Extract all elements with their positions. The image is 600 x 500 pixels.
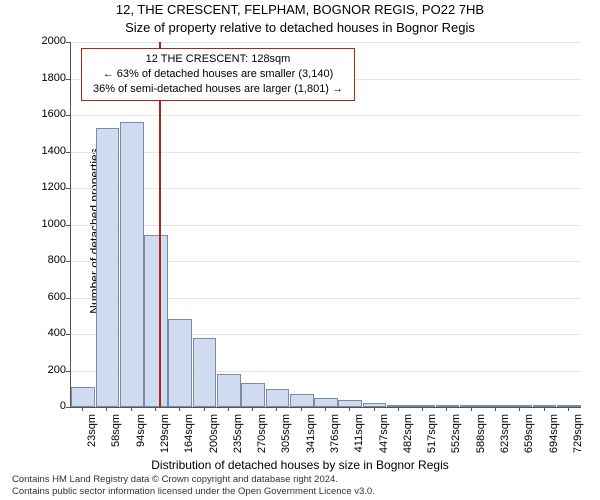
x-tick-mark <box>349 407 350 411</box>
x-tick-label: 235sqm <box>232 414 244 464</box>
bar <box>120 122 144 407</box>
x-tick-label: 200sqm <box>208 414 220 464</box>
bar <box>557 405 581 407</box>
x-tick-mark <box>374 407 375 411</box>
x-tick-mark <box>398 407 399 411</box>
x-tick-mark <box>82 407 83 411</box>
bar <box>96 128 120 407</box>
grid-line <box>71 115 581 116</box>
bar <box>71 387 95 407</box>
x-tick-mark <box>325 407 326 411</box>
x-tick-label: 94sqm <box>135 414 147 464</box>
y-tick-label: 1000 <box>38 218 66 230</box>
grid-line <box>71 225 581 226</box>
bar <box>266 389 290 407</box>
x-tick-mark <box>422 407 423 411</box>
y-tick-label: 200 <box>38 364 66 376</box>
y-tick-label: 400 <box>38 327 66 339</box>
x-tick-label: 659sqm <box>523 414 535 464</box>
footer-line2: Contains public sector information licen… <box>12 486 375 498</box>
x-tick-label: 482sqm <box>402 414 414 464</box>
x-tick-mark <box>519 407 520 411</box>
x-tick-label: 305sqm <box>280 414 292 464</box>
x-tick-label: 341sqm <box>305 414 317 464</box>
bar <box>314 398 338 407</box>
x-tick-mark <box>106 407 107 411</box>
bar <box>338 400 362 407</box>
x-tick-mark <box>131 407 132 411</box>
x-tick-mark <box>155 407 156 411</box>
grid-line <box>71 188 581 189</box>
bar <box>144 235 168 407</box>
x-tick-mark <box>204 407 205 411</box>
info-line1: 12 THE CRESCENT: 128sqm <box>88 52 348 67</box>
x-tick-label: 729sqm <box>572 414 584 464</box>
info-line3: 36% of semi-detached houses are larger (… <box>88 82 348 97</box>
x-tick-mark <box>301 407 302 411</box>
x-tick-mark <box>568 407 569 411</box>
x-tick-label: 411sqm <box>353 414 365 464</box>
x-tick-label: 164sqm <box>183 414 195 464</box>
x-axis-label: Distribution of detached houses by size … <box>0 458 600 472</box>
x-tick-label: 270sqm <box>256 414 268 464</box>
x-tick-label: 23sqm <box>86 414 98 464</box>
x-tick-label: 623sqm <box>499 414 511 464</box>
bar <box>217 374 241 407</box>
x-tick-label: 129sqm <box>159 414 171 464</box>
y-tick-label: 1800 <box>38 72 66 84</box>
x-tick-label: 517sqm <box>426 414 438 464</box>
x-tick-mark <box>471 407 472 411</box>
grid-line <box>71 42 581 43</box>
x-tick-mark <box>179 407 180 411</box>
y-tick-label: 0 <box>38 400 66 412</box>
property-info-box: 12 THE CRESCENT: 128sqm ← 63% of detache… <box>81 48 355 101</box>
chart-title-line1: 12, THE CRESCENT, FELPHAM, BOGNOR REGIS,… <box>0 2 600 17</box>
bar <box>290 394 314 407</box>
x-tick-mark <box>495 407 496 411</box>
bar <box>168 319 192 407</box>
x-tick-label: 552sqm <box>450 414 462 464</box>
bar <box>241 383 265 407</box>
x-tick-label: 58sqm <box>110 414 122 464</box>
chart-title-line2: Size of property relative to detached ho… <box>0 20 600 35</box>
x-tick-mark <box>228 407 229 411</box>
info-line2: ← 63% of detached houses are smaller (3,… <box>88 67 348 82</box>
x-tick-mark <box>446 407 447 411</box>
y-tick-label: 1200 <box>38 181 66 193</box>
grid-line <box>71 152 581 153</box>
x-tick-label: 588sqm <box>475 414 487 464</box>
x-tick-label: 447sqm <box>378 414 390 464</box>
attribution-footer: Contains HM Land Registry data © Crown c… <box>12 474 375 498</box>
bar <box>387 405 411 407</box>
x-tick-mark <box>252 407 253 411</box>
x-tick-mark <box>276 407 277 411</box>
x-tick-label: 694sqm <box>548 414 560 464</box>
bar <box>460 405 484 407</box>
bar <box>193 338 217 407</box>
x-tick-mark <box>544 407 545 411</box>
y-tick-label: 1400 <box>38 145 66 157</box>
y-tick-label: 1600 <box>38 108 66 120</box>
footer-line1: Contains HM Land Registry data © Crown c… <box>12 474 375 486</box>
y-tick-label: 2000 <box>38 35 66 47</box>
y-tick-label: 800 <box>38 254 66 266</box>
x-tick-label: 376sqm <box>329 414 341 464</box>
y-tick-label: 600 <box>38 291 66 303</box>
